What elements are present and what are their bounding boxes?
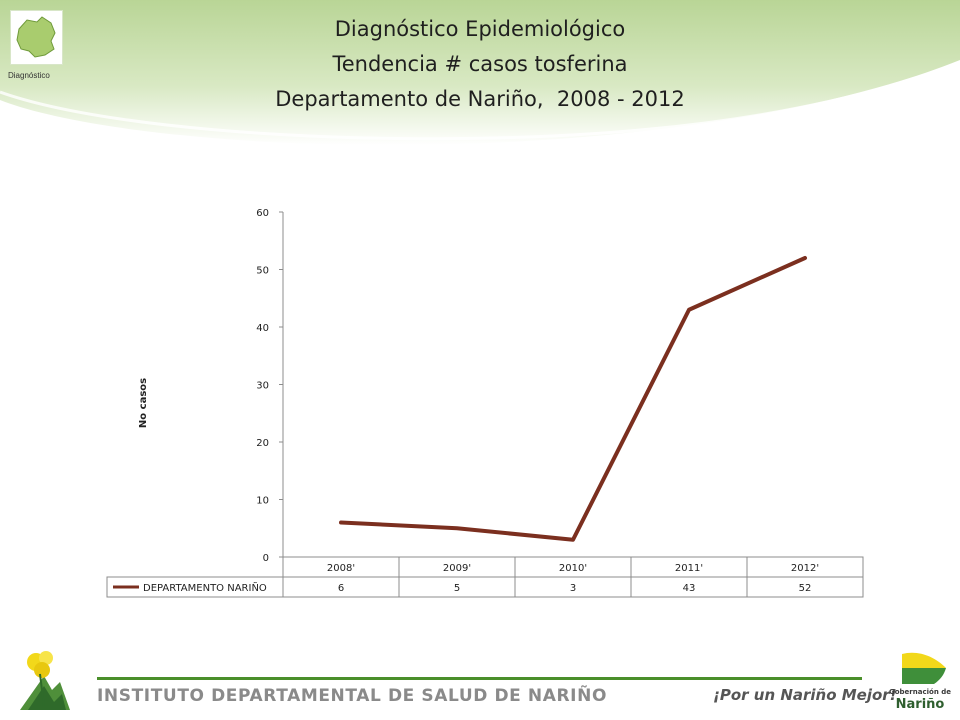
x-category-label: 2009' <box>443 563 471 574</box>
table-value: 6 <box>338 583 344 594</box>
page-title-line-3: Departamento de Nariño, 2008 - 2012 <box>275 87 685 111</box>
y-tick-label: 0 <box>263 553 269 564</box>
header-band <box>0 0 960 146</box>
gobernacion-label-small: Gobernación de <box>888 688 951 696</box>
y-tick-labels: 0 10 20 30 40 50 60 <box>256 208 283 564</box>
map-icon <box>16 16 56 58</box>
page-title-line-1: Diagnóstico Epidemiológico <box>334 17 626 41</box>
series-line <box>339 256 807 542</box>
page-title-line-2: Tendencia # casos tosferina <box>332 52 628 76</box>
x-category-label: 2008' <box>327 563 355 574</box>
table-value: 43 <box>683 583 696 594</box>
table-series-row <box>106 576 864 598</box>
table-value: 52 <box>799 583 812 594</box>
logo-caption: Diagnóstico <box>8 71 50 80</box>
footer-institute-name: INSTITUTO DEPARTAMENTAL DE SALUD DE NARI… <box>97 686 607 706</box>
legend-series-name: DEPARTAMENTO NARIÑO <box>143 581 267 594</box>
table-value: 3 <box>570 583 576 594</box>
instituto-logo <box>20 651 70 710</box>
y-tick-label: 10 <box>256 496 269 507</box>
footer-slogan: ¡Por un Nariño Mejor! <box>713 686 897 704</box>
data-table: 2008' 2009' 2010' 2011' 2012' DEPARTAMENTO NA… <box>106 556 864 598</box>
table-value: 5 <box>454 583 460 594</box>
x-category-label: 2011' <box>675 563 703 574</box>
y-tick-label: 30 <box>256 381 269 392</box>
diagnostico-logo <box>10 10 63 65</box>
footer-rule <box>97 677 862 680</box>
x-category-label: 2010' <box>559 563 587 574</box>
y-tick-label: 50 <box>256 266 269 277</box>
gobernacion-logo <box>902 652 946 684</box>
y-axis-label: No casos <box>138 378 149 428</box>
y-tick-label: 60 <box>256 208 269 219</box>
y-tick-label: 40 <box>256 323 269 334</box>
x-category-label: 2012' <box>791 563 819 574</box>
gobernacion-label-big: Nariño <box>895 697 945 712</box>
y-tick-label: 20 <box>256 438 269 449</box>
chart-series <box>339 256 807 542</box>
